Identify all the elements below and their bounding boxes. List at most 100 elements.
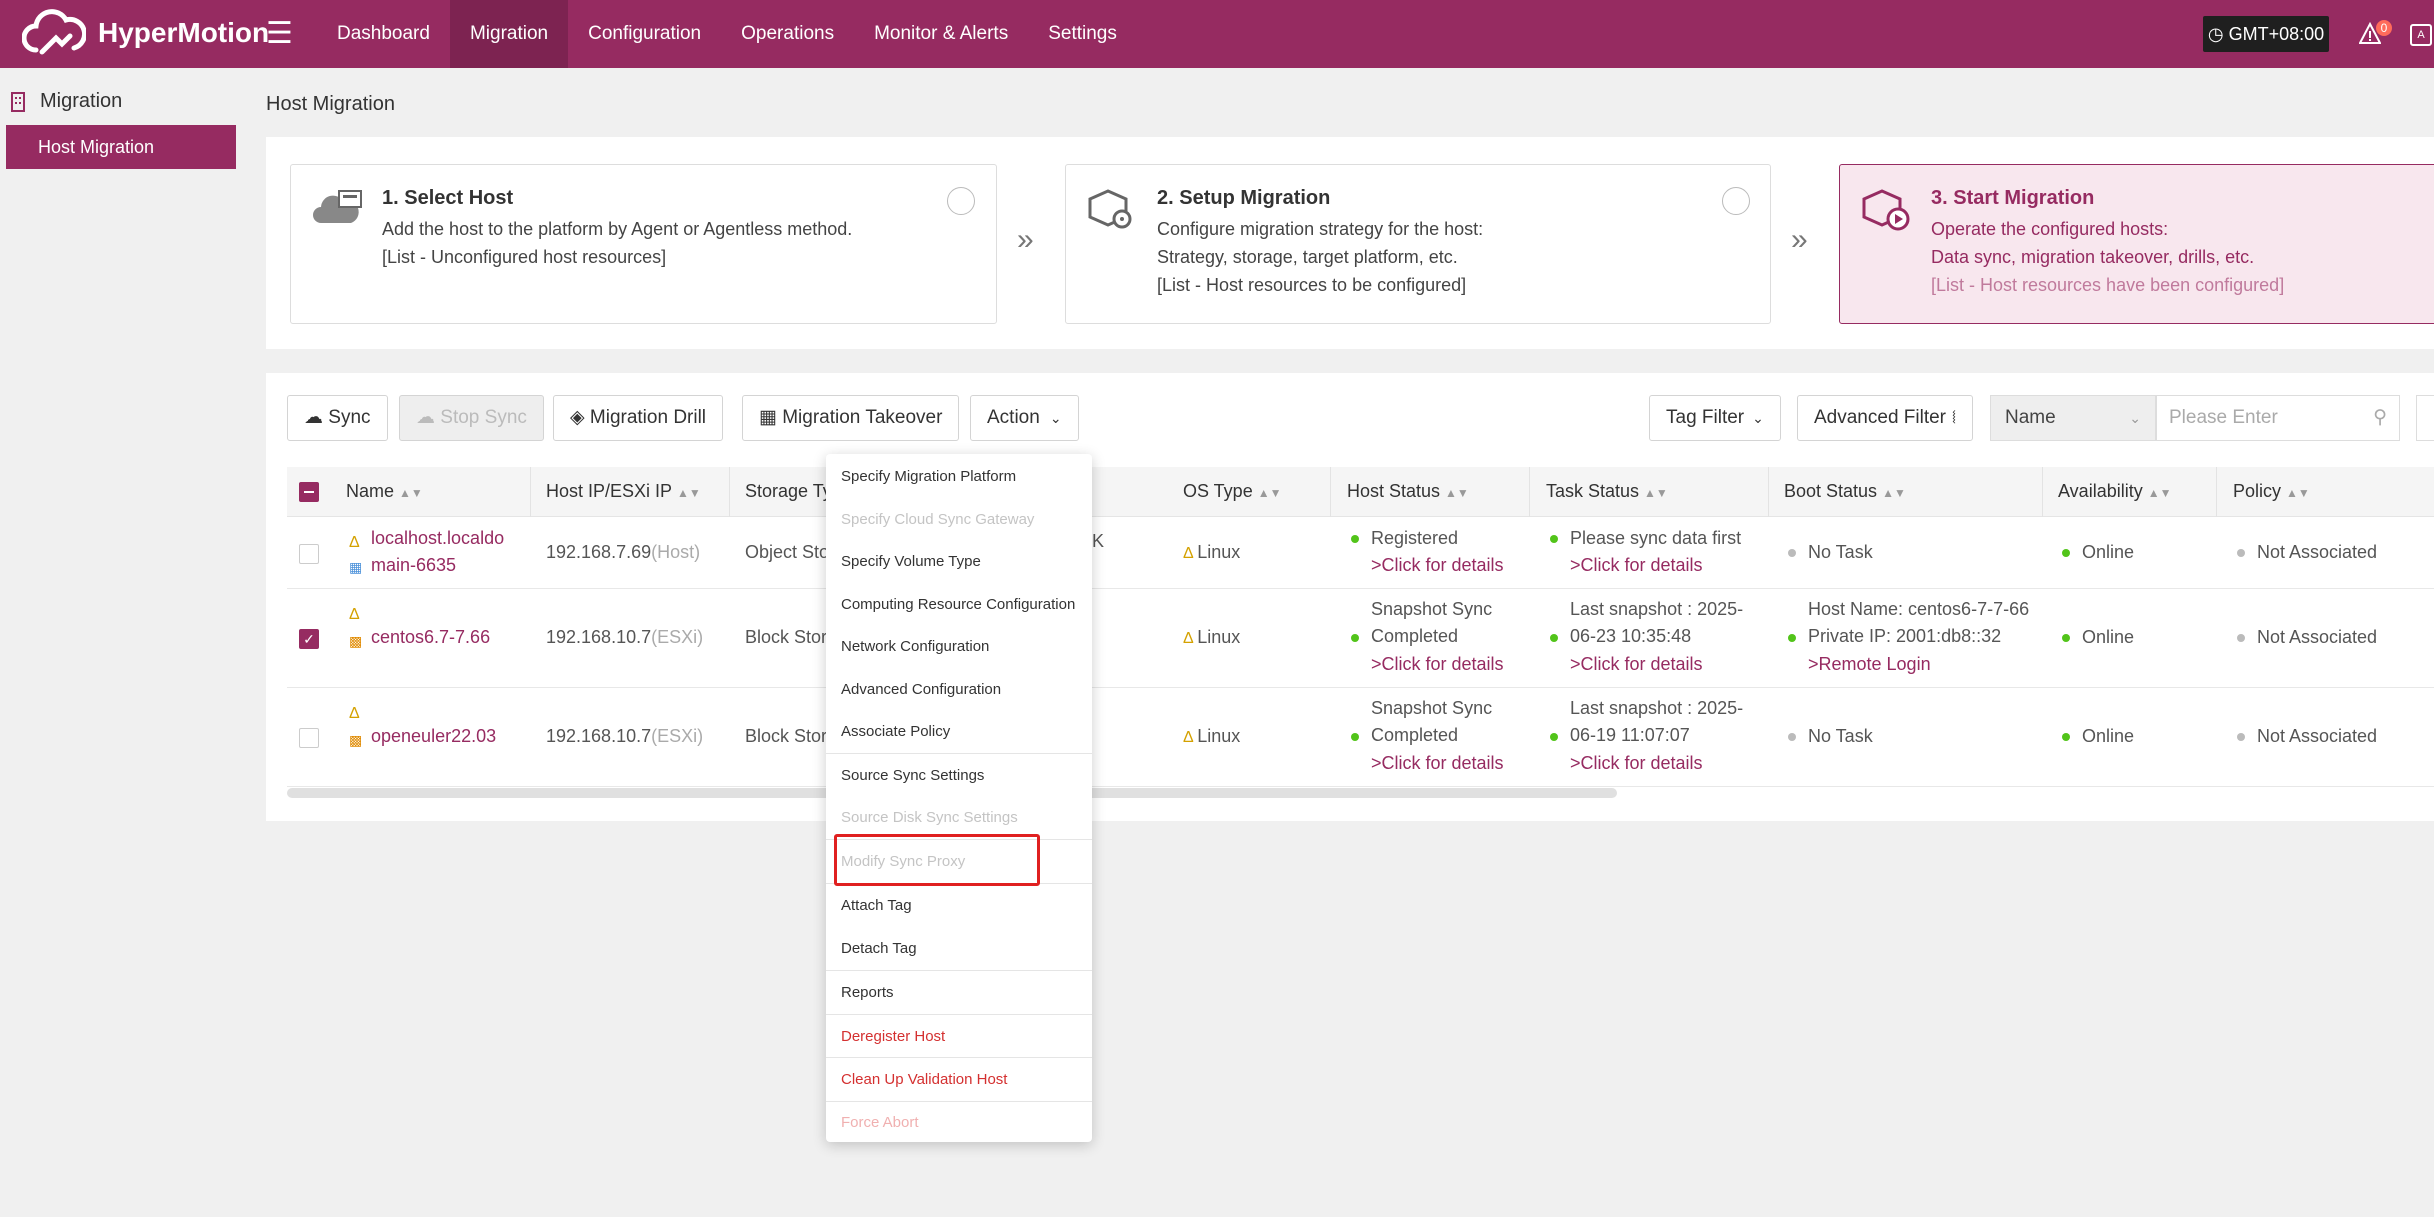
- stop-sync-button[interactable]: ☁ Stop Sync: [399, 395, 544, 441]
- menu-item-associate-policy[interactable]: Associate Policy: [841, 723, 951, 740]
- nav-configuration[interactable]: Configuration: [588, 23, 702, 44]
- linux-icon: Δ: [349, 534, 360, 551]
- step-1-radio[interactable]: [947, 187, 975, 215]
- menu-item-specify-migration-platform[interactable]: Specify Migration Platform: [841, 468, 1017, 485]
- table-row[interactable]: Δ ▩ openeuler22.03 192.168.10.7(ESXi) Bl…: [287, 688, 2434, 787]
- search-placeholder: Please Enter: [2169, 407, 2278, 428]
- task-status-text: Last snapshot : 2025-: [1570, 599, 1744, 619]
- nav-monitor-alerts[interactable]: Monitor & Alerts: [874, 23, 1009, 44]
- column-host-status[interactable]: Host Status ▲▼: [1347, 481, 1469, 502]
- availability-text: Online: [2082, 627, 2135, 647]
- column-boot-status-label: Boot Status: [1784, 481, 1878, 501]
- tag-filter-button[interactable]: Tag Filter ⌄: [1649, 395, 1781, 441]
- policy-text: Not Associated: [2257, 542, 2378, 562]
- chevron-down-icon: ⌄: [2129, 410, 2141, 426]
- menu-item-detach-tag[interactable]: Detach Tag: [841, 940, 917, 957]
- select-all-checkbox[interactable]: [299, 482, 319, 502]
- host-name-link[interactable]: localhost.localdo: [371, 528, 505, 548]
- cloud-stop-icon: ☁: [416, 407, 441, 428]
- step-2-radio[interactable]: [1722, 187, 1750, 215]
- column-divider: [530, 467, 531, 517]
- advanced-filter-button[interactable]: Advanced Filter ⧙: [1797, 395, 1973, 441]
- timezone-button[interactable]: ◷ GMT+08:00: [2203, 16, 2329, 52]
- storage-type: Block Stora: [745, 726, 838, 746]
- menu-item-deregister-host[interactable]: Deregister Host: [841, 1028, 946, 1045]
- step-1-line-1: Add the host to the platform by Agent or…: [382, 219, 853, 239]
- host-name-link[interactable]: openeuler22.03: [371, 726, 497, 746]
- migration-drill-button[interactable]: ◈ Migration Drill: [553, 395, 724, 441]
- menu-item-reports[interactable]: Reports: [841, 984, 894, 1001]
- column-divider: [2042, 467, 2043, 517]
- host-name-link-cont[interactable]: main-6635: [371, 555, 457, 575]
- host-status-details-link[interactable]: >Click for details: [1371, 753, 1504, 773]
- storage-type-tail: K: [1092, 531, 1105, 551]
- app-logo[interactable]: HyperMotion: [22, 8, 269, 58]
- os-type-label: Linux: [1197, 627, 1241, 647]
- sync-button[interactable]: ☁ Sync: [287, 395, 388, 441]
- column-name-label: Name: [346, 481, 395, 501]
- menu-item-computing-resource-configuration[interactable]: Computing Resource Configuration: [841, 596, 1076, 613]
- search-field-select[interactable]: Name ⌄: [1990, 395, 2156, 441]
- host-name-link[interactable]: centos6.7-7.66: [371, 627, 491, 647]
- step-setup-migration[interactable]: 2. Setup Migration Configure migration s…: [1065, 164, 1771, 324]
- tag-filter-label: Tag Filter: [1666, 407, 1745, 428]
- boot-status-hostname: Host Name: centos6-7-7-66: [1808, 599, 2030, 619]
- step-start-migration[interactable]: 3. Start Migration Operate the configure…: [1839, 164, 2434, 324]
- remote-login-link[interactable]: >Remote Login: [1808, 654, 1931, 674]
- nav-migration[interactable]: Migration: [449, 0, 569, 68]
- menu-item-source-disk-sync-settings[interactable]: Source Disk Sync Settings: [841, 809, 1018, 826]
- host-status-details-link[interactable]: >Click for details: [1371, 654, 1504, 674]
- sort-icon: ▲▼: [1257, 486, 1282, 500]
- menu-item-specify-volume-type[interactable]: Specify Volume Type: [841, 553, 981, 570]
- column-policy[interactable]: Policy ▲▼: [2233, 481, 2310, 502]
- column-host-ip[interactable]: Host IP/ESXi IP ▲▼: [546, 481, 701, 502]
- storage-type: Object Sto: [745, 542, 830, 562]
- status-dot-cell: [1550, 722, 1570, 750]
- column-task-status-label: Task Status: [1546, 481, 1640, 501]
- nav-settings[interactable]: Settings: [1048, 23, 1117, 44]
- menu-divider: [826, 1014, 1092, 1015]
- alert-icon[interactable]: [2359, 22, 2381, 46]
- refresh-button[interactable]: [2416, 395, 2434, 441]
- column-name[interactable]: Name ▲▼: [346, 481, 423, 502]
- column-boot-status[interactable]: Boot Status ▲▼: [1784, 481, 1906, 502]
- sidebar-section-label: Migration: [40, 90, 123, 112]
- table-row[interactable]: ✓ Δ ▩ centos6.7-7.66 192.168.10.7(ESXi) …: [287, 589, 2434, 688]
- step-select-host[interactable]: 1. Select Host Add the host to the platf…: [290, 164, 997, 324]
- host-status-text: Registered: [1371, 528, 1459, 548]
- timezone-label: GMT+08:00: [2228, 24, 2325, 44]
- nav-dashboard[interactable]: Dashboard: [337, 23, 430, 44]
- sidebar-item-host-migration[interactable]: Host Migration: [6, 125, 236, 169]
- migration-takeover-button[interactable]: ▦ Migration Takeover: [742, 395, 960, 441]
- menu-item-modify-sync-proxy[interactable]: Modify Sync Proxy: [841, 853, 966, 870]
- menu-toggle-icon[interactable]: ☰: [266, 17, 293, 50]
- column-task-status[interactable]: Task Status ▲▼: [1546, 481, 1668, 502]
- sidebar-section-header[interactable]: Migration: [10, 90, 122, 113]
- column-storage-type[interactable]: Storage Ty: [745, 481, 832, 501]
- menu-item-clean-up-validation-host[interactable]: Clean Up Validation Host: [841, 1071, 1008, 1088]
- alert-count-badge: 0: [2376, 20, 2392, 36]
- menu-item-force-abort[interactable]: Force Abort: [841, 1114, 919, 1131]
- menu-item-advanced-configuration[interactable]: Advanced Configuration: [841, 681, 1002, 698]
- menu-item-attach-tag[interactable]: Attach Tag: [841, 897, 912, 914]
- table-row[interactable]: Δ localhost.localdo ▦ main-6635 192.168.…: [287, 517, 2434, 589]
- task-status-details-link[interactable]: >Click for details: [1570, 555, 1703, 575]
- task-status-details-link[interactable]: >Click for details: [1570, 654, 1703, 674]
- menu-item-network-configuration[interactable]: Network Configuration: [841, 638, 990, 655]
- row-checkbox[interactable]: [299, 728, 319, 748]
- search-input[interactable]: Please Enter ⚲: [2156, 395, 2400, 441]
- column-divider: [1768, 467, 1769, 517]
- language-icon[interactable]: A: [2410, 24, 2432, 46]
- column-availability[interactable]: Availability ▲▼: [2058, 481, 2171, 502]
- nav-operations[interactable]: Operations: [741, 23, 835, 44]
- task-status-details-link[interactable]: >Click for details: [1570, 753, 1703, 773]
- row-checkbox[interactable]: ✓: [299, 629, 319, 649]
- column-os-type[interactable]: OS Type ▲▼: [1183, 481, 1281, 502]
- action-dropdown-button[interactable]: Action ⌄: [970, 395, 1079, 441]
- column-availability-label: Availability: [2058, 481, 2143, 501]
- host-status-details-link[interactable]: >Click for details: [1371, 555, 1504, 575]
- host-ip-type: (ESXi): [651, 627, 704, 647]
- menu-item-source-sync-settings[interactable]: Source Sync Settings: [841, 767, 985, 784]
- row-checkbox[interactable]: [299, 544, 319, 564]
- menu-item-specify-cloud-sync-gateway[interactable]: Specify Cloud Sync Gateway: [841, 511, 1035, 528]
